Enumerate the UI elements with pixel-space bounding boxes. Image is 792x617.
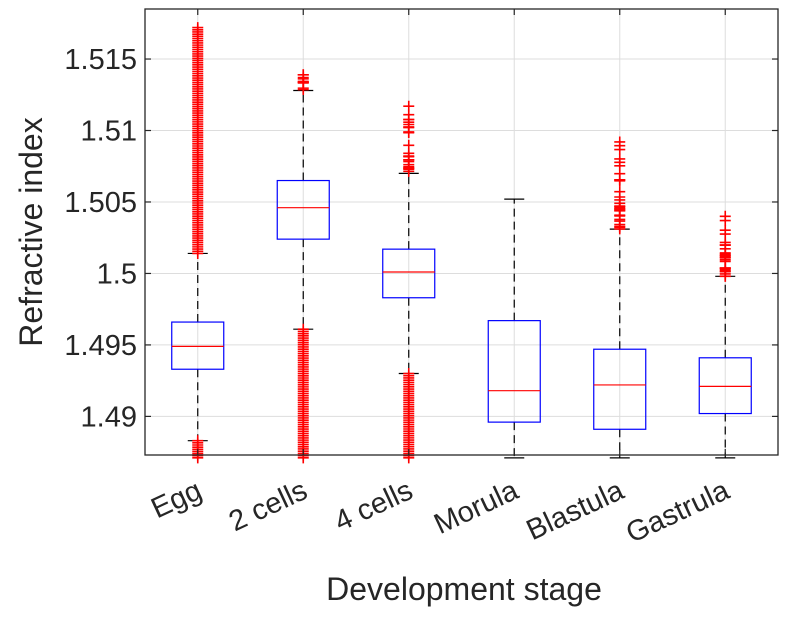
outlier-marker-high bbox=[719, 266, 731, 278]
box-group bbox=[593, 136, 647, 459]
x-tick-label: Morula bbox=[429, 474, 524, 541]
y-tick-label: 1.505 bbox=[64, 187, 137, 219]
x-tick-label: Blastula bbox=[522, 474, 630, 547]
y-tick-label: 1.49 bbox=[81, 401, 137, 433]
outlier-marker-high bbox=[403, 119, 415, 131]
x-tick-label: 2 cells bbox=[224, 474, 312, 538]
outlier-marker-high bbox=[719, 224, 731, 236]
box-iqr bbox=[276, 179, 330, 240]
outlier-marker-high bbox=[719, 239, 731, 251]
plot-frame bbox=[144, 8, 779, 456]
outlier-marker-high bbox=[403, 163, 415, 175]
y-axis-ticks: 1.49 1.495 1.5 1.505 1.51 1.515 bbox=[64, 44, 778, 433]
box-group bbox=[382, 100, 436, 464]
y-tick-label: 1.515 bbox=[64, 44, 137, 76]
x-tick-label: 4 cells bbox=[330, 474, 418, 538]
outlier-marker-high bbox=[614, 174, 626, 186]
y-axis-label: Refractive index bbox=[13, 117, 49, 346]
outlier-marker-high bbox=[719, 249, 731, 261]
outlier-marker-high bbox=[614, 186, 626, 198]
outlier-marker-high bbox=[719, 210, 731, 222]
grid-lines bbox=[145, 9, 778, 455]
x-tick-label: Gastrula bbox=[621, 474, 735, 550]
outlier-marker-low bbox=[192, 435, 204, 447]
box-series bbox=[171, 22, 752, 464]
box-iqr bbox=[171, 321, 225, 370]
plot-background bbox=[145, 9, 778, 455]
x-tick-label: Egg bbox=[146, 474, 206, 525]
x-axis-label: Development stage bbox=[326, 571, 602, 607]
outlier-marker-low bbox=[297, 323, 309, 335]
box-iqr bbox=[698, 357, 752, 415]
outlier-marker-high bbox=[192, 22, 204, 34]
box-iqr bbox=[382, 248, 436, 299]
box-group bbox=[171, 22, 225, 464]
box-group bbox=[698, 210, 752, 459]
box-group bbox=[276, 69, 330, 464]
outlier-marker-high bbox=[403, 150, 415, 162]
outlier-marker-low bbox=[403, 368, 415, 380]
box-group bbox=[487, 198, 541, 459]
outlier-marker-high bbox=[614, 200, 626, 212]
y-tick-label: 1.51 bbox=[81, 116, 137, 148]
y-tick-label: 1.495 bbox=[64, 330, 137, 362]
outlier-marker-high bbox=[614, 223, 626, 235]
outlier-marker-high bbox=[297, 69, 309, 81]
outlier-marker-high bbox=[614, 136, 626, 148]
outlier-marker-high bbox=[614, 156, 626, 168]
box-iqr bbox=[593, 348, 647, 430]
outlier-marker-high bbox=[403, 100, 415, 112]
box-iqr bbox=[487, 320, 541, 423]
y-tick-label: 1.5 bbox=[97, 258, 137, 290]
